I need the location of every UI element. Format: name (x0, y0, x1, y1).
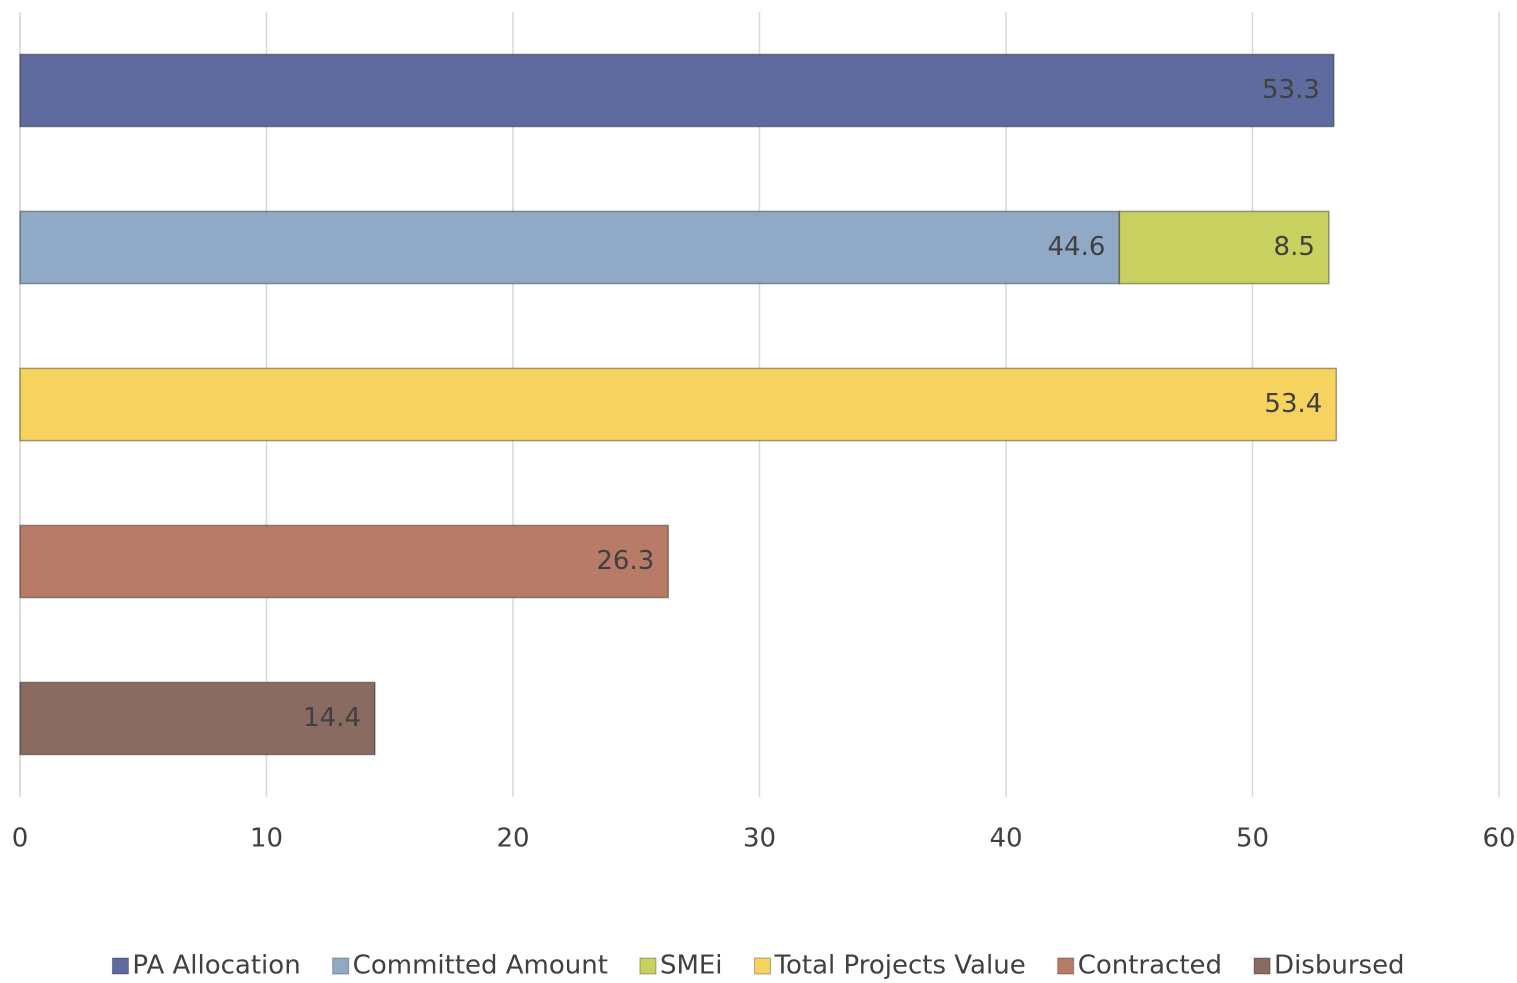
data-label: 53.3 (1262, 75, 1320, 105)
legend-label: Disbursed (1274, 951, 1405, 981)
legend-label: Committed Amount (353, 951, 608, 981)
legend-swatch (754, 957, 772, 975)
x-tick-label: 50 (1236, 824, 1269, 854)
legend-swatch (332, 957, 350, 975)
bar (1118, 210, 1330, 285)
bar (19, 53, 1335, 128)
legend-swatch (639, 957, 657, 975)
x-tick-label: 30 (743, 824, 776, 854)
legend-label: SMEi (660, 951, 723, 981)
bar (19, 210, 1121, 285)
x-tick-label: 10 (250, 824, 283, 854)
bar (19, 367, 1338, 442)
legend: PA Allocation Committed Amount SMEi Total P… (111, 951, 1405, 981)
data-label: 44.6 (1047, 232, 1105, 262)
bar (19, 681, 376, 756)
x-tick-label: 0 (12, 824, 29, 854)
legend-label: Contracted (1078, 951, 1222, 981)
data-label: 53.4 (1264, 389, 1322, 419)
data-label: 26.3 (596, 546, 654, 576)
data-label: 8.5 (1274, 232, 1315, 262)
x-tick-label: 60 (1482, 824, 1515, 854)
legend-swatch (111, 957, 129, 975)
legend-label: Total Projects Value (774, 951, 1026, 981)
legend-swatch (1057, 957, 1075, 975)
legend-swatch (1253, 957, 1271, 975)
x-tick-label: 40 (989, 824, 1022, 854)
bar (19, 524, 670, 599)
legend-label: PA Allocation (132, 951, 300, 981)
x-tick-label: 20 (496, 824, 529, 854)
data-label: 14.4 (303, 703, 361, 733)
